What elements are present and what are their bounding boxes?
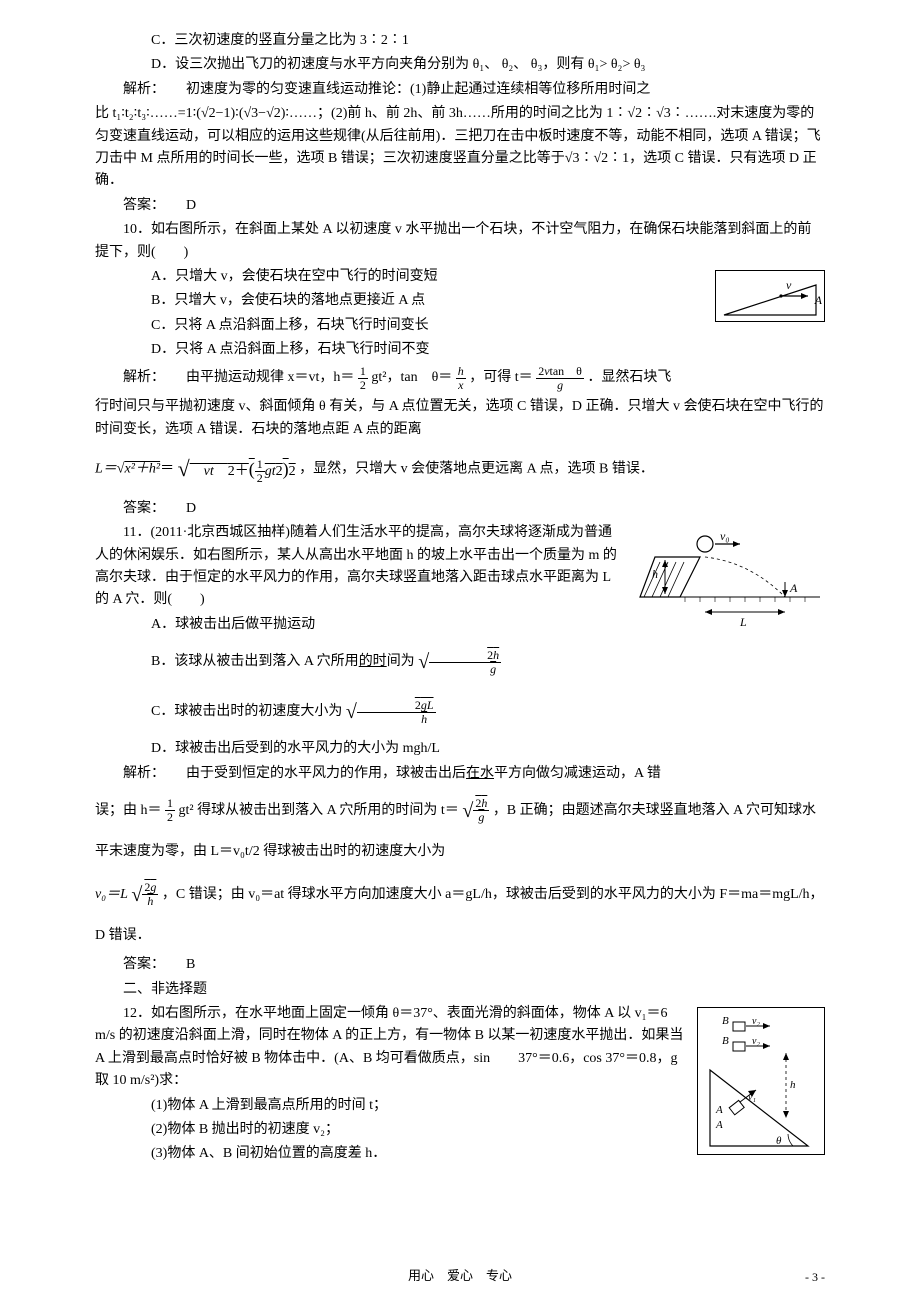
svg-text:v₂: v₂ <box>752 1016 760 1027</box>
q10-stem: 10．如右图所示，在斜面上某处 A 以初速度 v 水平抛出一个石块，不计空气阻力… <box>95 219 825 264</box>
svg-text:v₁: v₁ <box>748 1092 756 1103</box>
frac-2vtan: 2vtan θg <box>536 365 584 392</box>
q89-ans: 答案： D <box>95 195 825 217</box>
page-number: - 3 - <box>805 1268 825 1287</box>
svg-text:A: A <box>715 1104 723 1116</box>
frac-2hg: 2hg <box>429 649 501 676</box>
q10-optD: D．只将 A 点沿斜面上移，石块飞行时间不变 <box>95 339 825 361</box>
q89-expl2: 比 t₁∶t₂∶t₃∶……=1∶(√2−1)∶(√3−√2)∶……；(2)前 h… <box>95 103 825 193</box>
fig-q10: v A <box>715 270 825 322</box>
fig-q11: v₀ h A L <box>630 522 825 645</box>
q10-expl3: L＝√x²＋h²＝ √ vt 2＋(12gt2)2 ，显然，只增大 v 会使落地… <box>95 443 825 496</box>
expl-label: 解析： <box>95 79 165 101</box>
svg-text:v₂: v₂ <box>752 1036 760 1047</box>
q10-expl2: 行时间只与平抛初速度 v、斜面倾角 θ 有关，与 A 点位置无关，选项 C 错误… <box>95 396 825 441</box>
svg-text:B: B <box>722 1015 729 1027</box>
frac-2gLh: 2gLh <box>357 699 436 726</box>
fig11-h: h <box>652 567 658 581</box>
q11-optD: D．球被击出后受到的水平风力的大小为 mgh/L <box>95 738 825 760</box>
q11-expl: 解析： 由于受到恒定的水平风力的作用，球被击出后在水平方向做匀减速运动，A 错 <box>95 763 825 785</box>
triangle-icon <box>716 271 826 323</box>
q11-ans: 答案： B <box>95 954 825 976</box>
frac-hx: hx <box>456 365 466 392</box>
q89-optD: D．设三次抛出飞刀的初速度与水平方向夹角分别为 θ₁、 θ₂、 θ₃，则有 θ₁… <box>95 54 825 76</box>
svg-text:B: B <box>722 1035 729 1047</box>
svg-text:A: A <box>715 1119 723 1131</box>
fig11-L: L <box>739 615 747 629</box>
q89-expl1: 初速度为零的匀变速直线运动推论：(1)静止起通过连续相等位移所用时间之 <box>186 82 650 97</box>
fig11-A: A <box>789 581 798 595</box>
svg-text:h: h <box>790 1079 796 1091</box>
fig-q12: B B v₂ v₂ h A A v₁ θ <box>697 1007 825 1155</box>
section-2-title: 二、非选择题 <box>95 979 825 1001</box>
fig-A-label: A <box>815 291 822 310</box>
footer-text: 用心 爱心 专心 <box>0 1266 920 1287</box>
q11-expl2: 误；由 h＝ 12 gt² 得球从被击出到落入 A 穴所用的时间为 t＝ √2h… <box>95 787 825 869</box>
q11-expl3: v₀＝L √2gh ，C 错误；由 v₀＝at 得球水平方向加速度大小 a＝gL… <box>95 871 825 953</box>
incline-diagram-icon: B B v₂ v₂ h A A v₁ θ <box>698 1008 826 1156</box>
q10-expl: 解析： 由平抛运动规律 x＝vt，h＝ 12 gt²，tan θ＝ hx ，可得… <box>95 363 825 394</box>
document-content: C．三次初速度的竖直分量之比为 3∶2∶1 D．设三次抛出飞刀的初速度与水平方向… <box>95 30 825 1168</box>
q89-optC: C．三次初速度的竖直分量之比为 3∶2∶1 <box>95 30 825 52</box>
q89-expl: 解析： 初速度为零的匀变速直线运动推论：(1)静止起通过连续相等位移所用时间之 <box>95 79 825 101</box>
q10-ans: 答案： D <box>95 498 825 520</box>
golf-diagram-icon: v₀ h A L <box>630 522 825 637</box>
frac-half: 12 <box>358 365 368 392</box>
q11-optC: C．球被击出时的初速度大小为 √2gLh <box>95 688 825 736</box>
svg-text:θ: θ <box>776 1135 782 1147</box>
fig-v-label: v <box>786 276 791 295</box>
fig11-v0: v₀ <box>720 529 730 543</box>
